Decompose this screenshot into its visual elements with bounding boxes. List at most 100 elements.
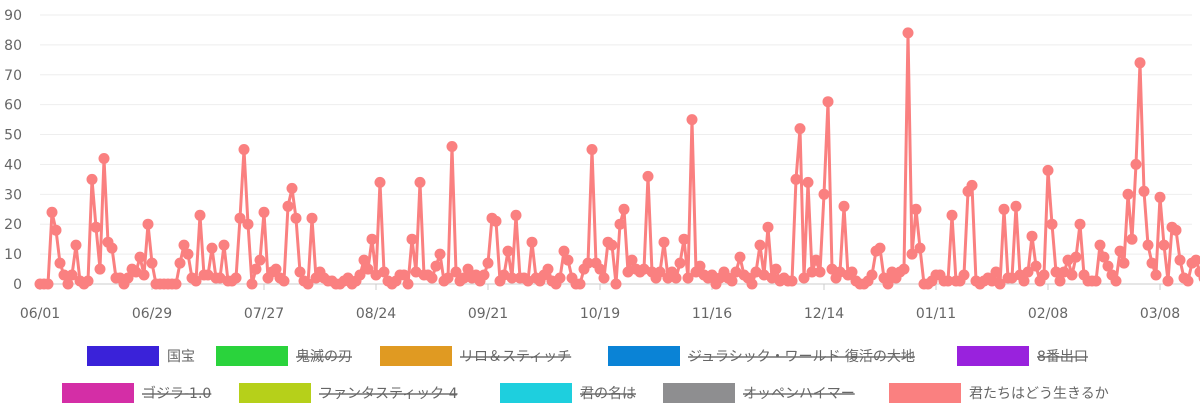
x-tick-label: 12/14 <box>804 306 844 322</box>
legend-item[interactable]: ファンタスティック 4 <box>239 383 458 403</box>
data-point <box>902 27 914 39</box>
data-point <box>1154 191 1166 203</box>
data-point <box>614 218 626 230</box>
data-point <box>1142 239 1154 251</box>
data-point <box>990 266 1002 278</box>
data-point <box>86 173 98 185</box>
data-point <box>294 266 306 278</box>
legend-item[interactable]: ゴジラ-1.0 <box>62 383 211 403</box>
y-tick-label: 10 <box>4 247 22 263</box>
legend-label: 8番出口 <box>1037 349 1088 365</box>
data-point <box>606 239 618 251</box>
data-point <box>786 275 798 287</box>
y-tick-label: 50 <box>4 128 22 144</box>
data-point <box>1050 266 1062 278</box>
data-point <box>1138 185 1150 197</box>
data-point <box>206 242 218 254</box>
data-point <box>658 236 670 248</box>
data-point <box>1066 269 1078 281</box>
legend-item[interactable]: 君の名は <box>500 383 636 403</box>
legend-item[interactable]: 君たちはどう生きるか <box>889 383 1109 403</box>
data-point <box>1122 188 1134 200</box>
data-point <box>1190 254 1200 266</box>
legend-item[interactable]: リロ＆スティッチ <box>380 346 571 366</box>
data-point <box>378 266 390 278</box>
legend-label: 鬼滅の刃 <box>296 349 352 365</box>
legend-label: ゴジラ-1.0 <box>142 385 211 402</box>
y-axis: 0 10 20 30 40 50 60 70 80 90 <box>4 8 22 293</box>
data-point <box>1146 257 1158 269</box>
y-tick-label: 90 <box>4 8 22 24</box>
data-point <box>814 266 826 278</box>
data-point <box>1030 260 1042 272</box>
legend-item[interactable]: 8番出口 <box>957 346 1088 366</box>
legend-swatch <box>216 346 288 366</box>
data-point <box>686 114 698 126</box>
data-point <box>70 239 82 251</box>
data-point <box>254 254 266 266</box>
data-point <box>374 176 386 188</box>
y-tick-label: 20 <box>4 217 22 233</box>
data-point <box>618 203 630 215</box>
legend-swatch <box>500 383 572 403</box>
legend-swatch <box>380 346 452 366</box>
data-point <box>430 260 442 272</box>
data-point <box>542 263 554 275</box>
data-point <box>50 224 62 236</box>
data-point <box>694 260 706 272</box>
data-point <box>562 254 574 266</box>
x-tick-label: 06/29 <box>132 306 172 322</box>
data-point <box>994 278 1006 290</box>
legend-swatch <box>87 346 159 366</box>
data-point <box>882 278 894 290</box>
data-point <box>434 248 446 260</box>
data-point <box>1114 245 1126 257</box>
data-point <box>362 263 374 275</box>
legend[interactable]: 国宝 鬼滅の刃 リロ＆スティッチ ジュラシック・ワールド 復活の大地 8番出口ゴジラ-1… <box>62 346 1109 403</box>
data-point <box>398 269 410 281</box>
legend-item[interactable]: 鬼滅の刃 <box>216 346 352 366</box>
data-point <box>1046 218 1058 230</box>
data-point <box>250 263 262 275</box>
data-point <box>1158 239 1170 251</box>
data-point <box>482 257 494 269</box>
data-point <box>1194 266 1200 278</box>
data-point <box>1170 224 1182 236</box>
data-point <box>194 209 206 221</box>
data-point <box>246 278 258 290</box>
data-point <box>450 266 462 278</box>
legend-label: 君の名は <box>580 386 636 402</box>
data-point <box>406 233 418 245</box>
legend-item[interactable]: 国宝 <box>87 346 195 366</box>
data-point <box>762 221 774 233</box>
data-point <box>966 179 978 191</box>
data-point <box>1074 218 1086 230</box>
data-point <box>98 153 110 164</box>
data-point <box>906 248 918 260</box>
data-point <box>1038 269 1050 281</box>
legend-item[interactable]: ジュラシック・ワールド 復活の大地 <box>608 346 915 366</box>
data-point <box>426 272 438 284</box>
data-point <box>1126 233 1138 245</box>
y-tick-label: 40 <box>4 157 22 173</box>
legend-label: 国宝 <box>167 349 195 365</box>
legend-item[interactable]: オッペンハイマー <box>663 383 855 403</box>
data-point <box>586 144 598 155</box>
data-point <box>770 263 782 275</box>
x-tick-label: 02/08 <box>1028 306 1068 322</box>
data-point <box>1054 275 1066 287</box>
legend-swatch <box>62 383 134 403</box>
data-point <box>946 209 958 221</box>
data-point <box>582 257 594 269</box>
data-point <box>62 278 74 290</box>
data-point <box>654 266 666 278</box>
data-point <box>46 206 58 218</box>
data-point <box>1150 269 1162 281</box>
data-point <box>170 278 182 290</box>
data-point <box>94 263 106 275</box>
data-point <box>1098 251 1110 263</box>
data-point <box>806 266 818 278</box>
legend-label: ジュラシック・ワールド 復活の大地 <box>688 348 915 365</box>
data-point <box>178 239 190 251</box>
data-point <box>794 123 806 135</box>
